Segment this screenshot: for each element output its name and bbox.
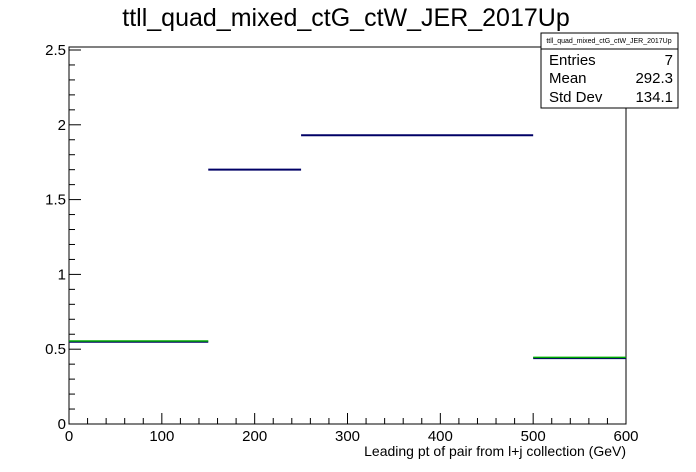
stats-mean-label: Mean bbox=[549, 70, 587, 87]
stats-stddev-label: Std Dev bbox=[549, 89, 603, 106]
stats-mean-value: 292.3 bbox=[635, 70, 673, 87]
y-tick-label: 0.5 bbox=[45, 341, 66, 358]
stats-entries-value: 7 bbox=[665, 52, 673, 69]
x-axis-label: Leading pt of pair from l+j collection (… bbox=[364, 443, 626, 459]
y-tick-label: 0 bbox=[58, 416, 66, 433]
x-tick-label: 600 bbox=[613, 428, 638, 445]
x-axis: 0 100 200 300 400 500 600 bbox=[65, 413, 639, 445]
chart-title: ttll_quad_mixed_ctG_ctW_JER_2017Up bbox=[122, 4, 569, 32]
histogram-bins bbox=[69, 134, 626, 360]
x-tick-label: 400 bbox=[428, 428, 453, 445]
stats-box: ttll_quad_mixed_ctG_ctW_JER_2017Up Entri… bbox=[540, 32, 679, 109]
y-tick-label: 1.5 bbox=[45, 192, 66, 209]
stats-box-frame bbox=[540, 32, 679, 109]
stats-entries-label: Entries bbox=[549, 52, 596, 69]
x-tick-label: 500 bbox=[521, 428, 546, 445]
x-tick-label: 0 bbox=[65, 428, 73, 445]
y-axis: 0 0.5 1 1.5 2 2.5 bbox=[45, 42, 81, 433]
y-tick-label: 2 bbox=[58, 117, 66, 134]
x-tick-label: 300 bbox=[335, 428, 360, 445]
y-tick-label: 2.5 bbox=[45, 42, 66, 59]
y-tick-label: 1 bbox=[58, 266, 66, 283]
stats-stddev-value: 134.1 bbox=[635, 89, 673, 106]
x-tick-label: 100 bbox=[149, 428, 174, 445]
stats-box-title: ttll_quad_mixed_ctG_ctW_JER_2017Up bbox=[546, 38, 671, 45]
x-tick-label: 200 bbox=[242, 428, 267, 445]
